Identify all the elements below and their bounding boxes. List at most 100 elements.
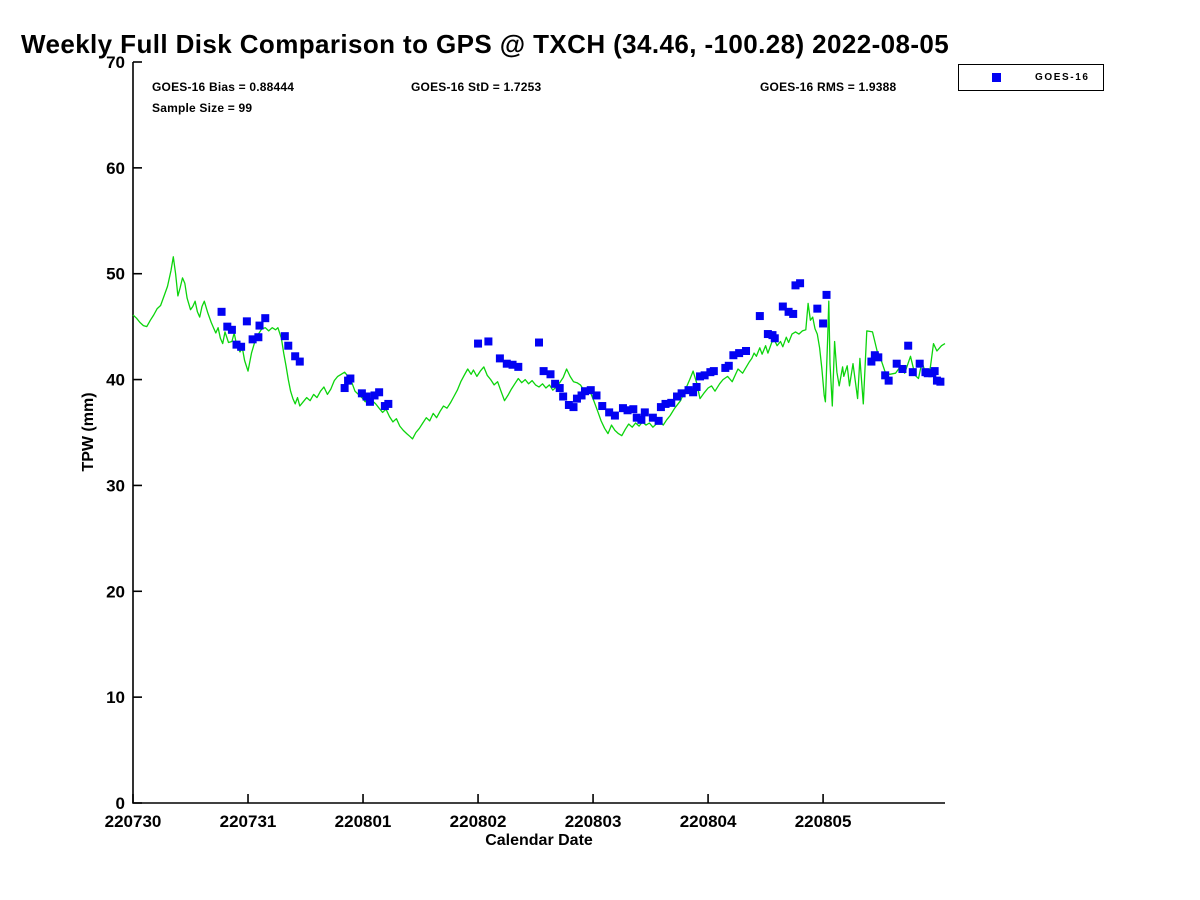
axis-spines [132,62,945,804]
goes16-data-point [623,406,632,415]
goes16-data-point [514,362,523,371]
goes16-data-point [908,368,917,377]
goes16-data-point [546,370,555,379]
goes16-data-point [813,304,822,313]
goes16-data-point [384,399,393,408]
goes16-data-point [656,403,665,412]
stat-sample-size: Sample Size = 99 [152,101,253,115]
goes16-data-point [284,341,293,350]
x-tick-label: 220802 [450,812,507,831]
goes16-data-point [763,330,772,339]
goes16-data-point [569,403,578,412]
goes16-data-point [791,281,800,290]
y-tick-label: 30 [106,476,125,495]
goes16-data-point [551,379,560,388]
goes16-data-point [223,322,232,331]
goes16-data-point [255,321,264,330]
goes16-data-point [819,319,828,328]
goes16-data-point [667,398,676,407]
gps-line-series [132,256,946,440]
goes16-data-point [237,342,246,351]
goes16-data-point [700,371,709,380]
goes16-data-point [904,341,913,350]
stat-rms: GOES-16 RMS = 1.9388 [760,80,897,94]
goes16-data-point [936,377,945,386]
goes16-data-point [248,335,257,344]
y-tick-label: 10 [106,688,125,707]
goes16-data-point [629,405,638,414]
goes16-data-point [784,307,793,316]
goes16-data-point [898,364,907,373]
y-tick-label: 70 [106,53,125,72]
y-tick-label: 20 [106,582,125,601]
goes16-data-point [735,349,744,358]
goes16-data-point [610,411,619,420]
goes16-data-point [564,400,573,409]
goes16-data-point [535,338,543,347]
y-tick-label: 50 [106,265,125,284]
goes16-data-point [346,374,355,383]
goes16-data-point [365,397,374,406]
goes16-data-point [867,357,876,366]
goes16-data-point [539,367,548,376]
goes16-data-point [742,346,751,355]
x-tick-label: 220731 [220,812,277,831]
goes16-data-point [822,290,831,299]
goes16-data-point [915,359,924,368]
goes16-data-point [555,384,564,393]
y-tick-label: 0 [116,794,125,813]
goes16-data-point [874,353,883,362]
goes16-data-point [559,392,568,401]
goes16-data-point [632,413,641,422]
legend-entry-label: GOES-16 [1035,72,1090,83]
goes16-data-point [598,402,607,411]
goes16-data-point [729,351,738,360]
goes16-data-point [502,359,511,368]
goes16-data-point [508,360,517,369]
goes16-data-point [892,359,901,368]
goes16-data-point [295,357,304,366]
chart-title: Weekly Full Disk Comparison to GPS @ TXC… [21,29,950,59]
stat-std: GOES-16 StD = 1.7253 [411,80,542,94]
goes16-data-point [654,416,663,425]
goes16-data-point [618,404,627,413]
goes16-data-point [661,399,670,408]
goes16-data-point [677,389,686,398]
goes16-data-point [484,337,493,346]
goes16-data-point [254,333,263,342]
goes16-data-point [689,388,698,397]
goes16-data-point [724,361,733,370]
goes16-data-point [375,388,384,397]
goes16-data-point [605,408,614,417]
goes16-data-point [673,392,682,401]
goes16-data-point [881,371,890,380]
goes16-data-point [362,392,371,401]
goes16-data-point [217,307,226,316]
goes16-data-point [796,279,805,288]
goes16-data-point [577,391,586,400]
x-tick-label: 220730 [105,812,162,831]
goes16-data-point [930,367,939,376]
x-tick-label: 220804 [680,812,737,831]
goes16-data-point [640,408,649,417]
goes16-data-point [370,391,379,400]
goes16-data-point [280,332,289,341]
goes16-data-point [923,369,932,378]
goes16-data-point [592,391,601,400]
goes16-data-point [227,325,236,334]
y-tick-label: 40 [106,371,125,390]
goes16-data-point [648,413,657,422]
goes16-data-point [770,334,779,343]
goes16-data-point [340,384,349,393]
legend-box: GOES-16 [958,64,1104,91]
goes16-data-point [357,389,366,398]
goes16-data-point [696,372,705,381]
goes16-data-point [884,376,893,385]
goes16-data-point [242,317,251,326]
goes16-data-point [581,387,590,396]
goes16-data-point [684,386,693,395]
stat-bias: GOES-16 Bias = 0.88444 [152,80,295,94]
goes16-data-point [692,382,701,391]
